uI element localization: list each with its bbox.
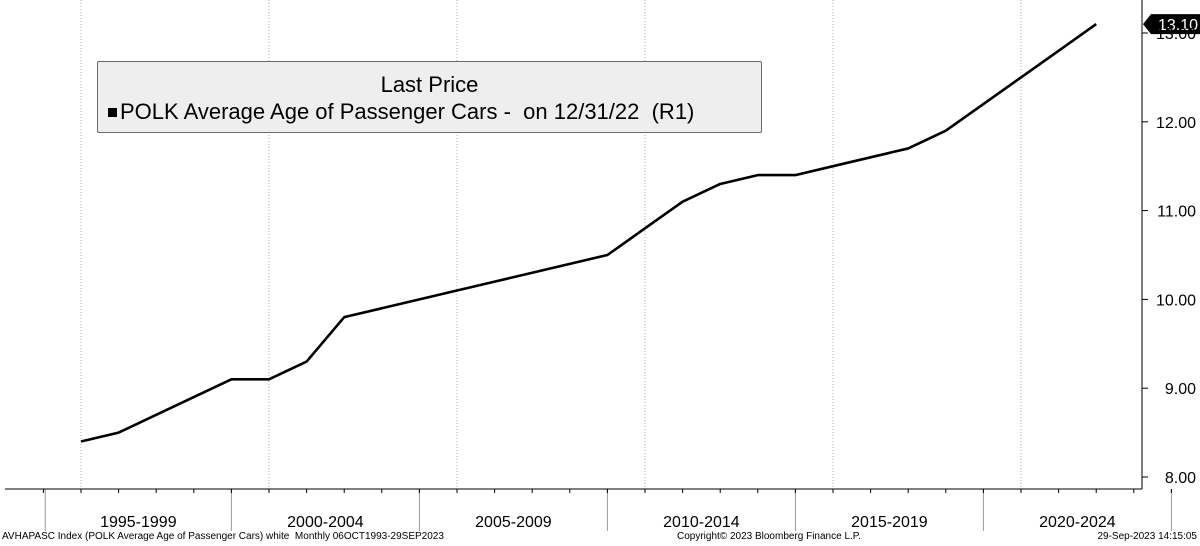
x-tick-label: 1995-1999 [100,514,177,531]
legend-entry: POLK Average Age of Passenger Cars - on … [108,99,694,125]
x-tick-label: 2000-2004 [287,514,364,531]
axes [5,0,1172,531]
y-tick-label: 9.00 [1165,381,1196,398]
legend-swatch-icon [108,107,117,117]
x-tick-label: 2010-2014 [663,514,740,531]
x-tick-label: 2005-2009 [475,514,552,531]
legend-entry-label: POLK Average Age of Passenger Cars - on … [120,99,695,124]
y-tick-label: 13.00 [1156,26,1196,43]
x-tick-label: 2020-2024 [1039,514,1116,531]
series-line [80,23,1097,443]
y-tick-label: 11.00 [1157,204,1196,221]
y-tick-label: 8.00 [1165,470,1196,487]
y-tick-label: 10.00 [1156,292,1196,309]
y-tick-label: 12.00 [1156,115,1196,132]
axis-labels: 8.00 9.00 10.00 11.00 12.00 13.00 1995-1999 200… [100,26,1196,531]
legend-title: Last Price [380,72,479,97]
footer-timestamp: 29-Sep-2023 14:15:05 [1097,531,1197,542]
last-value-label: 13.10 [1158,17,1198,34]
footer-copyright: Copyright© 2023 Bloomberg Finance L.P. [677,531,861,542]
x-tick-label: 2015-2019 [851,514,928,531]
last-value-tag [1143,14,1200,35]
series-marks: 13.10 [80,14,1200,443]
legend: Last Price POLK Average Age of Passenger… [97,61,762,133]
footer-index-info: AVHAPASC Index (POLK Average Age of Pass… [2,531,444,542]
